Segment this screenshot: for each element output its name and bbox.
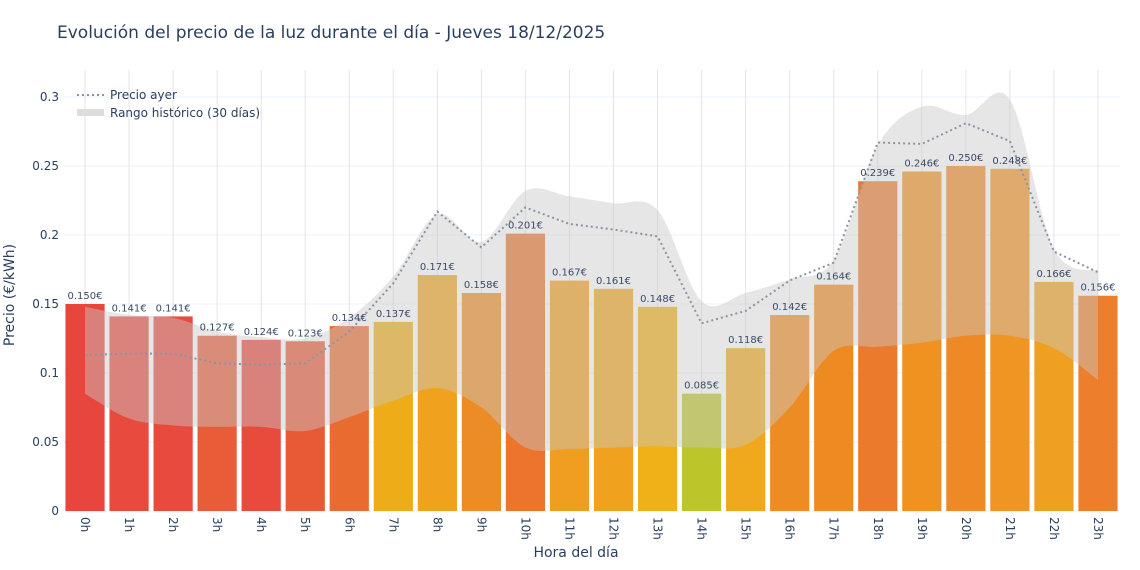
legend-band-swatch — [77, 109, 104, 116]
y-tick-label: 0.25 — [32, 159, 59, 173]
bar-4h — [241, 339, 281, 511]
bar-19h — [902, 171, 942, 511]
bar-value-label: 0.167€ — [552, 268, 587, 279]
x-tick-label: 8h — [430, 517, 444, 532]
bar-6h — [329, 326, 369, 511]
bar-8h — [417, 275, 457, 511]
bar-21h — [990, 168, 1030, 511]
x-tick-label: 21h — [1003, 517, 1017, 540]
x-tick-label: 20h — [959, 517, 973, 540]
bar-value-label: 0.161€ — [596, 276, 631, 287]
x-tick-label: 11h — [562, 517, 576, 540]
x-tick-label: 10h — [518, 517, 532, 540]
x-tick-label: 23h — [1091, 517, 1105, 540]
legend-range[interactable]: Rango histórico (30 días) — [110, 106, 260, 120]
bar-value-label: 0.141€ — [112, 303, 147, 314]
bar-18h — [858, 181, 898, 511]
y-tick-label: 0.05 — [32, 435, 59, 449]
bar-17h — [814, 284, 854, 511]
bar-12h — [593, 288, 634, 511]
bar-9h — [461, 292, 501, 511]
x-tick-label: 22h — [1047, 517, 1061, 540]
x-tick-label: 14h — [695, 517, 709, 540]
bar-20h — [946, 166, 986, 511]
bar-value-label: 0.123€ — [288, 328, 323, 339]
bar-11h — [549, 280, 590, 511]
bar-1h — [109, 316, 149, 511]
x-tick-label: 1h — [122, 517, 136, 532]
historical-range-band — [85, 92, 1098, 451]
x-tick-label: 3h — [210, 517, 224, 532]
bar-value-label: 0.248€ — [992, 156, 1027, 167]
bar-16h — [770, 315, 810, 511]
yesterday-line-path — [84, 122, 1099, 366]
x-tick-label: 4h — [254, 517, 268, 532]
bar-22h — [1034, 281, 1074, 511]
bar-value-label: 0.124€ — [244, 327, 279, 338]
x-tick-label: 7h — [386, 517, 400, 532]
x-tick-label: 9h — [474, 517, 488, 532]
y-tick-label: 0.15 — [32, 297, 59, 311]
x-tick-label: 18h — [871, 517, 885, 540]
value-labels: 0.150€ 0.141€ 0.141€ 0.127€ 0.124€ 0.123€ 0.13… — [68, 153, 1116, 392]
bar-value-label: 0.171€ — [420, 262, 455, 273]
x-tick-label: 5h — [298, 517, 312, 532]
x-tick-label: 12h — [607, 517, 621, 540]
axes: 0 0.05 0.1 0.15 0.2 0.25 0.3 0h 1h 2h 3h 4h 5h 6h 7h 8h… — [32, 90, 1105, 540]
bar-value-label: 0.134€ — [332, 313, 367, 324]
bar-23h — [1078, 295, 1118, 511]
x-tick-label: 13h — [651, 517, 665, 540]
bar-13h — [637, 306, 678, 511]
bar-value-label: 0.250€ — [948, 153, 983, 164]
legend-yesterday[interactable]: Precio ayer — [110, 88, 177, 102]
bar-value-label: 0.156€ — [1080, 283, 1115, 294]
bar-value-label: 0.142€ — [772, 302, 807, 313]
x-tick-label: 19h — [915, 517, 929, 540]
bar-10h — [505, 233, 546, 511]
y-axis-title: Precio (€/kWh) — [2, 244, 18, 346]
bar-15h — [726, 348, 766, 511]
chart-title: Evolución del precio de la luz durante e… — [57, 23, 605, 43]
bar-value-label: 0.148€ — [640, 294, 675, 305]
bar-2h — [153, 316, 193, 511]
bar-value-label: 0.141€ — [156, 303, 191, 314]
x-tick-label: 15h — [739, 517, 753, 540]
bar-value-label: 0.127€ — [200, 323, 235, 334]
bar-value-label: 0.246€ — [904, 159, 939, 170]
bar-5h — [285, 341, 325, 511]
bar-value-label: 0.085€ — [684, 381, 719, 392]
y-tick-label: 0.3 — [40, 90, 59, 104]
x-tick-label: 17h — [827, 517, 841, 540]
x-tick-label: 16h — [783, 517, 797, 540]
bar-value-label: 0.166€ — [1036, 269, 1071, 280]
bar-0h — [65, 304, 105, 511]
bar-value-label: 0.118€ — [728, 335, 763, 346]
x-tick-label: 2h — [166, 517, 180, 532]
bar-value-label: 0.150€ — [68, 291, 103, 302]
bar-value-label: 0.137€ — [376, 309, 411, 320]
bar-value-label: 0.164€ — [816, 272, 851, 283]
x-axis-title: Hora del día — [533, 545, 618, 561]
bars — [65, 166, 1118, 511]
range-band-area — [85, 92, 1098, 451]
bar-14h — [682, 393, 722, 511]
yesterday-price-line — [84, 122, 1099, 366]
y-tick-label: 0.2 — [40, 228, 59, 242]
y-tick-label: 0 — [51, 504, 59, 518]
legend[interactable]: Precio ayer Rango histórico (30 días) — [77, 88, 260, 120]
x-tick-label: 0h — [78, 517, 92, 532]
bar-7h — [373, 321, 413, 511]
bar-3h — [197, 335, 237, 511]
bar-value-label: 0.239€ — [860, 168, 895, 179]
y-tick-label: 0.1 — [40, 366, 59, 380]
bar-value-label: 0.158€ — [464, 280, 499, 291]
bar-value-label: 0.201€ — [508, 221, 543, 232]
x-tick-label: 6h — [342, 517, 356, 532]
